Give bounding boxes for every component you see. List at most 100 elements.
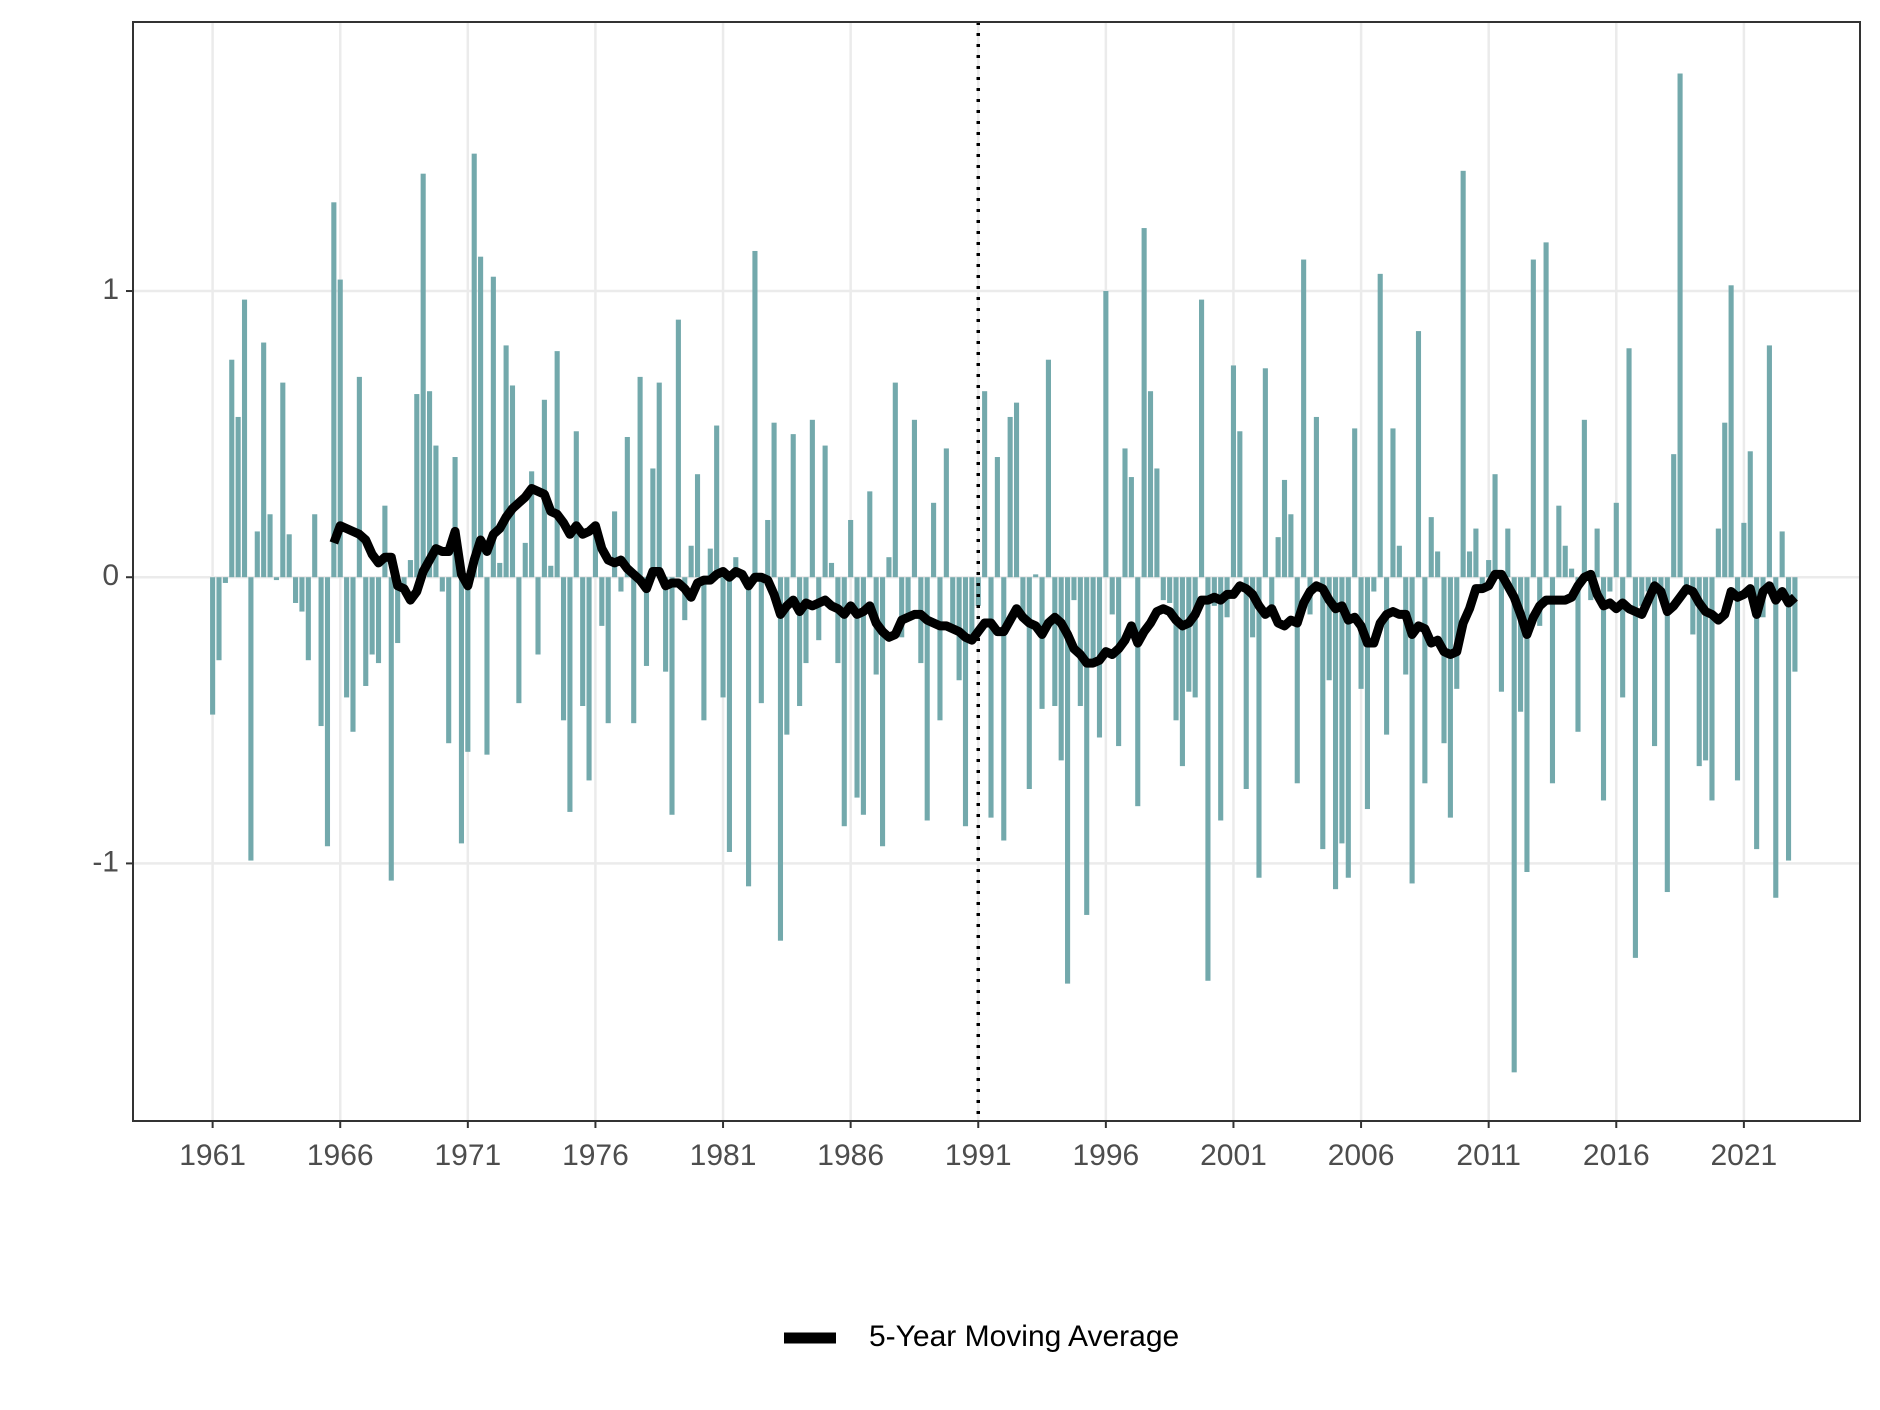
- bar: [1607, 577, 1613, 592]
- bar: [1377, 273, 1383, 578]
- bar: [790, 434, 796, 578]
- bar: [765, 519, 771, 578]
- bar: [714, 425, 720, 578]
- bar: [1428, 517, 1434, 578]
- bar: [682, 577, 688, 621]
- x-tick-label: 2011: [1456, 1139, 1521, 1172]
- bar: [892, 382, 898, 578]
- bar: [1632, 577, 1638, 958]
- bar: [280, 382, 286, 578]
- bar: [969, 577, 975, 635]
- bar: [816, 577, 822, 641]
- bar: [943, 448, 949, 578]
- bar: [1543, 242, 1549, 578]
- bar: [1754, 577, 1760, 850]
- bar: [784, 577, 790, 735]
- bar: [1524, 577, 1530, 873]
- bar: [924, 577, 930, 821]
- bar: [1230, 365, 1237, 578]
- bar: [1396, 545, 1402, 578]
- bar: [471, 153, 477, 578]
- bar: [994, 457, 1000, 578]
- bar: [1460, 170, 1466, 578]
- bar: [1103, 291, 1109, 578]
- bar: [1237, 431, 1243, 578]
- bar: [848, 519, 854, 578]
- bar: [235, 416, 241, 578]
- bar: [1766, 345, 1772, 578]
- bar: [1747, 451, 1753, 578]
- bar: [382, 505, 388, 578]
- bar: [1320, 577, 1326, 850]
- bar: [950, 577, 956, 629]
- bar: [1001, 577, 1007, 841]
- bar: [1269, 577, 1275, 618]
- bar: [1492, 474, 1498, 578]
- bar: [1441, 577, 1447, 744]
- bar: [835, 577, 841, 664]
- bar: [1498, 577, 1504, 692]
- bar: [363, 577, 369, 686]
- bar: [509, 385, 516, 578]
- bar: [1013, 402, 1020, 578]
- bar: [1071, 577, 1077, 601]
- y-tick-label: 0: [102, 559, 119, 592]
- bar: [1652, 577, 1658, 747]
- bar: [618, 577, 624, 592]
- bar: [911, 419, 918, 578]
- bar: [1741, 522, 1747, 578]
- bar: [446, 577, 452, 744]
- bar: [982, 391, 988, 578]
- bar: [1084, 577, 1090, 915]
- bar: [1792, 577, 1798, 672]
- bar: [1160, 577, 1166, 601]
- bar: [879, 577, 886, 847]
- bar: [305, 577, 311, 661]
- bar: [1218, 577, 1224, 821]
- bar: [388, 577, 394, 881]
- y-tick-label: 1: [102, 273, 119, 306]
- bar: [1332, 577, 1339, 890]
- bar: [726, 577, 732, 852]
- bar: [375, 577, 382, 664]
- x-tick-label: 1961: [179, 1139, 246, 1172]
- bar: [1186, 577, 1192, 692]
- bar: [1033, 574, 1039, 578]
- bar: [937, 577, 943, 721]
- bar: [1518, 577, 1524, 712]
- bar: [1556, 505, 1562, 578]
- bar: [497, 562, 503, 578]
- bar: [541, 399, 547, 578]
- bar: [1020, 577, 1026, 621]
- bar: [452, 457, 458, 578]
- bar: [988, 577, 994, 818]
- bar: [962, 577, 969, 827]
- bar: [822, 445, 828, 578]
- bar: [1626, 348, 1632, 578]
- bar: [694, 474, 701, 578]
- bar: [1562, 545, 1568, 578]
- bar: [886, 557, 892, 578]
- bar: [688, 545, 694, 578]
- bar: [465, 577, 471, 752]
- bar: [1313, 416, 1319, 578]
- bar: [1352, 428, 1358, 578]
- bar: [331, 202, 337, 578]
- bar: [554, 351, 560, 578]
- bar: [631, 577, 637, 724]
- bar: [407, 560, 413, 578]
- bar: [809, 419, 815, 578]
- bar: [1671, 454, 1677, 578]
- bar: [267, 514, 273, 578]
- bar: [1486, 560, 1492, 578]
- bar: [1199, 299, 1205, 578]
- bar: [324, 577, 331, 847]
- bar: [1409, 577, 1415, 884]
- bar: [1294, 577, 1300, 784]
- bar: [1728, 285, 1734, 578]
- bar: [344, 577, 350, 698]
- bar: [1109, 577, 1115, 615]
- bar: [1569, 568, 1575, 578]
- bar: [1275, 537, 1281, 578]
- x-tick-label: 2016: [1583, 1139, 1650, 1172]
